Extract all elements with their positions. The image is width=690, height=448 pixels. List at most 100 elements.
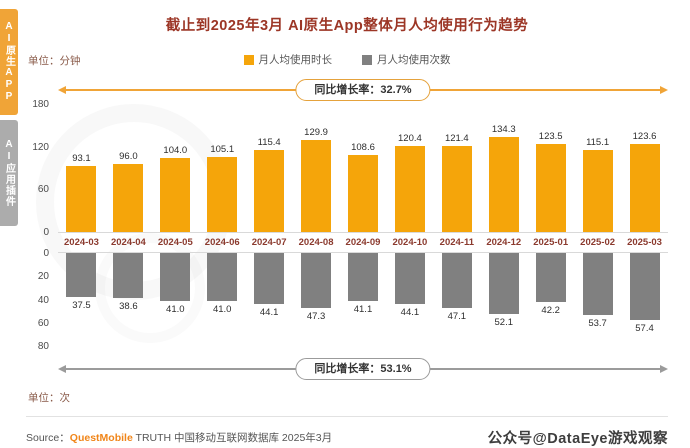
count-bar [535,253,566,303]
source-rest: TRUTH 中国移动互联网数据库 2025年3月 [132,432,333,444]
bar-value-label: 41.1 [353,303,373,315]
count-bar [394,253,425,305]
x-axis-label: 2025-02 [580,237,616,248]
duration-bar [347,154,378,232]
count-bar [582,253,613,316]
count-bar [347,253,378,301]
bar-group: 134.3 [480,104,527,232]
bar-group: 47.3 [293,253,340,346]
duration-swatch-icon [243,54,254,65]
bar-group: 108.6 [340,104,387,232]
bar-value-label: 129.9 [304,126,328,138]
bar-group: 41.1 [340,253,387,346]
bar-value-label: 52.1 [494,316,514,328]
bar-value-label: 123.5 [538,131,563,143]
bar-value-label: 120.4 [398,133,422,145]
x-axis-label: 2024-10 [392,237,428,248]
bar-group: 38.6 [105,253,152,346]
bar-group: 37.5 [58,253,105,346]
duration-bar [113,163,144,232]
bar-group: 105.1 [199,104,246,232]
count-bar [207,253,238,301]
count-swatch-icon [362,54,372,65]
bar-value-label: 44.1 [400,307,420,319]
page-title: 截止到2025年3月 AI原生App整体月人均使用行为趋势 [165,18,529,34]
chart-content: 截止到2025年3月 AI原生App整体月人均使用行为趋势 单位：分钟 月人均使… [26,0,668,448]
bar-value-label: 37.5 [72,299,91,311]
x-axis-label: 2024-08 [298,237,334,248]
x-axis-label: 2024-03 [64,237,99,248]
bar-value-label: 105.1 [210,144,235,156]
bar-group: 115.4 [246,104,293,232]
bar-value-label: 93.1 [72,152,91,164]
bar-group: 93.1 [58,104,105,232]
legend-row: 单位：分钟 月人均使用时长 月人均使用次数 [26,52,668,67]
y-axis-tick: 120 [32,141,49,153]
x-axis-label: 2024-04 [110,237,146,248]
duration-y-axis: 0 60 120 180 [26,99,52,238]
y-axis-tick: 0 [43,248,49,259]
bar-value-label: 115.1 [586,137,610,149]
duration-bar [441,145,472,232]
bar-value-label: 121.4 [444,132,469,144]
x-axis: 2024-03 2024-04 2024-05 2024-06 2024-07 2024-… [58,232,668,253]
duration-bar [629,144,660,232]
count-y-axis: 0 20 40 60 80 [26,248,52,352]
bar-value-label: 47.3 [306,310,326,322]
x-axis-label: 2024-09 [345,237,381,248]
bar-value-label: 47.1 [447,310,467,322]
growth-rate-bottom: 同比增长率：53.1% [295,358,431,380]
unit-top-label: 单位：分钟 [28,55,81,67]
duration-chart: 0 60 120 180 93.1 96.0 104.0 105.1 115.4 129.9 10… [32,99,668,238]
count-bar [113,253,144,298]
growth-annotation-top: 同比增长率：32.7% [58,79,668,101]
unit-bottom-label: 单位：次 [28,392,70,404]
source-brand: QuestMobile [69,432,133,444]
tab-ai-native-app[interactable]: AI原生APP [0,9,18,115]
count-bar [301,253,332,308]
bar-group: 41.0 [152,253,199,346]
bar-value-label: 115.4 [257,136,281,148]
x-axis-label: 2024-11 [439,237,474,248]
bar-value-label: 96.0 [119,150,138,162]
x-axis-label: 2024-12 [486,237,522,248]
bar-value-label: 134.3 [491,123,516,135]
y-axis-tick: 60 [37,184,49,196]
x-axis-label: 2024-05 [157,237,193,248]
duration-bar [207,157,238,232]
y-axis-tick: 180 [32,99,49,110]
bar-value-label: 38.6 [119,300,138,312]
y-axis-tick: 40 [37,294,49,306]
bar-group: 96.0 [105,104,152,232]
bar-group: 120.4 [386,104,433,232]
bar-value-label: 41.0 [166,303,185,315]
bar-group: 129.9 [293,104,340,232]
count-bar [629,253,660,320]
y-axis-tick: 60 [37,317,49,329]
bar-group: 123.6 [621,104,668,232]
duration-bar [254,149,285,232]
tab-ai-app-plugin[interactable]: AI应用插件 [0,120,18,226]
duration-bar [66,165,97,232]
bar-group: 53.7 [574,253,621,346]
bar-value-label: 123.6 [632,131,657,143]
growth-rate-top: 同比增长率：32.7% [295,79,431,101]
source-prefix: Source： [26,432,70,444]
publisher-watermark: 公众号@DataEye游戏观察 [487,431,668,447]
legend: 月人均使用时长 月人均使用次数 [26,52,668,67]
bar-value-label: 53.7 [588,318,607,330]
duration-bar [301,139,332,232]
bar-value-label: 44.1 [259,307,279,319]
y-axis-tick: 0 [43,227,49,238]
growth-annotation-bottom: 同比增长率：53.1% [58,358,668,380]
footer: Source：QuestMobile TRUTH 中国移动互联网数据库 2025… [26,427,668,448]
count-bar [441,253,472,308]
duration-bar [160,158,191,232]
divider [26,416,668,417]
duration-bar [394,146,425,232]
count-bars: 37.5 38.6 41.0 41.0 44.1 47.3 41.1 44.1 47.1 52.1… [58,253,668,346]
bar-group: 104.0 [152,104,199,232]
duration-bars: 93.1 96.0 104.0 105.1 115.4 129.9 108.6 120.4 12… [58,104,668,232]
bar-group: 42.2 [527,253,574,346]
